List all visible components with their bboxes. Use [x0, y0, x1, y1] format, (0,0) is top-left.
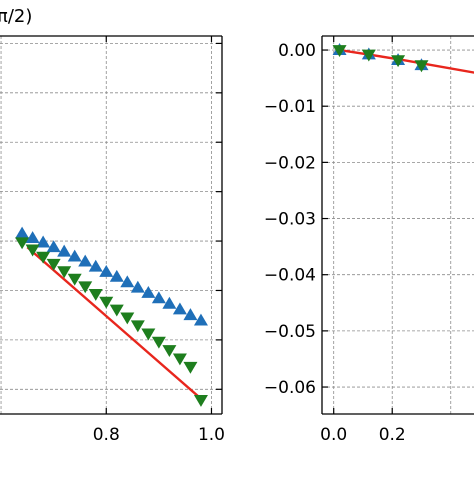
marker-triangle-down — [25, 244, 40, 257]
x-tick-label: 0.2 — [379, 425, 406, 445]
y-tick-label: −0.05 — [264, 322, 316, 342]
marker-triangle-up — [25, 231, 40, 243]
marker-triangle-down — [193, 395, 208, 407]
marker-triangle-down — [67, 273, 82, 286]
marker-triangle-up — [78, 254, 93, 267]
axes-frame — [0, 35, 223, 415]
y-tick-label: −0.03 — [264, 210, 316, 230]
marker-triangle-up — [67, 249, 82, 262]
marker-triangle-up — [46, 240, 61, 253]
marker-triangle-down — [151, 336, 166, 349]
series-line — [26, 246, 202, 400]
marker-triangle-down — [88, 289, 103, 301]
marker-triangle-down — [120, 312, 135, 325]
marker-triangle-up — [130, 280, 145, 293]
marker-triangle-down — [391, 55, 406, 68]
right-panel: 0.0 0.2 0.00 −0.01 −0.02 −0.03 −0.04 −0.05 −0.06 — [264, 35, 474, 445]
marker-triangle-down — [109, 304, 124, 317]
ticks — [105, 36, 222, 414]
x-tick-label: 1.0 — [198, 425, 225, 445]
marker-triangle-up — [172, 302, 187, 315]
plot-area — [332, 43, 474, 74]
ticks — [322, 36, 393, 414]
grid — [0, 36, 222, 414]
series-line — [339, 48, 474, 74]
marker-triangle-down — [183, 361, 198, 374]
marker-triangle-down — [78, 281, 93, 294]
marker-triangle-up — [57, 244, 72, 257]
marker-triangle-up — [193, 313, 208, 326]
marker-triangle-down — [162, 345, 177, 358]
marker-triangle-down — [57, 266, 72, 279]
marker-triangle-up — [141, 285, 156, 298]
marker-triangle-up — [162, 296, 177, 309]
marker-triangle-up — [183, 308, 198, 321]
marker-triangle-up — [15, 226, 30, 239]
x-tick-label: 0.8 — [93, 425, 120, 445]
marker-triangle-down — [172, 353, 187, 366]
y-tick-label: −0.01 — [264, 97, 316, 117]
marker-triangle-down — [332, 45, 347, 58]
y-tick-label: 0.00 — [278, 41, 316, 61]
y-tick-label: −0.04 — [264, 266, 316, 286]
marker-triangle-down — [46, 258, 61, 271]
x-tick-label: 0.0 — [320, 425, 347, 445]
marker-triangle-down — [414, 60, 429, 73]
y-tick-label: −0.02 — [264, 153, 316, 173]
marker-triangle-down — [141, 328, 156, 341]
marker-triangle-up — [120, 275, 135, 288]
left-panel: 0.8 1.0 — [0, 35, 225, 445]
axes-frame — [321, 35, 474, 415]
marker-triangle-down — [15, 237, 30, 250]
marker-triangle-up — [88, 259, 103, 272]
plot-area — [15, 226, 208, 407]
marker-triangle-up — [36, 235, 51, 248]
marker-triangle-down — [36, 251, 51, 264]
marker-triangle-down — [130, 320, 145, 333]
grid — [322, 36, 474, 414]
marker-triangle-up — [151, 291, 166, 304]
y-tick-label: −0.06 — [264, 378, 316, 398]
marker-triangle-down — [361, 49, 376, 62]
left-panel-title: π/2) — [0, 6, 32, 27]
marker-triangle-up — [99, 264, 114, 277]
marker-triangle-down — [99, 296, 114, 309]
marker-triangle-up — [109, 269, 124, 282]
